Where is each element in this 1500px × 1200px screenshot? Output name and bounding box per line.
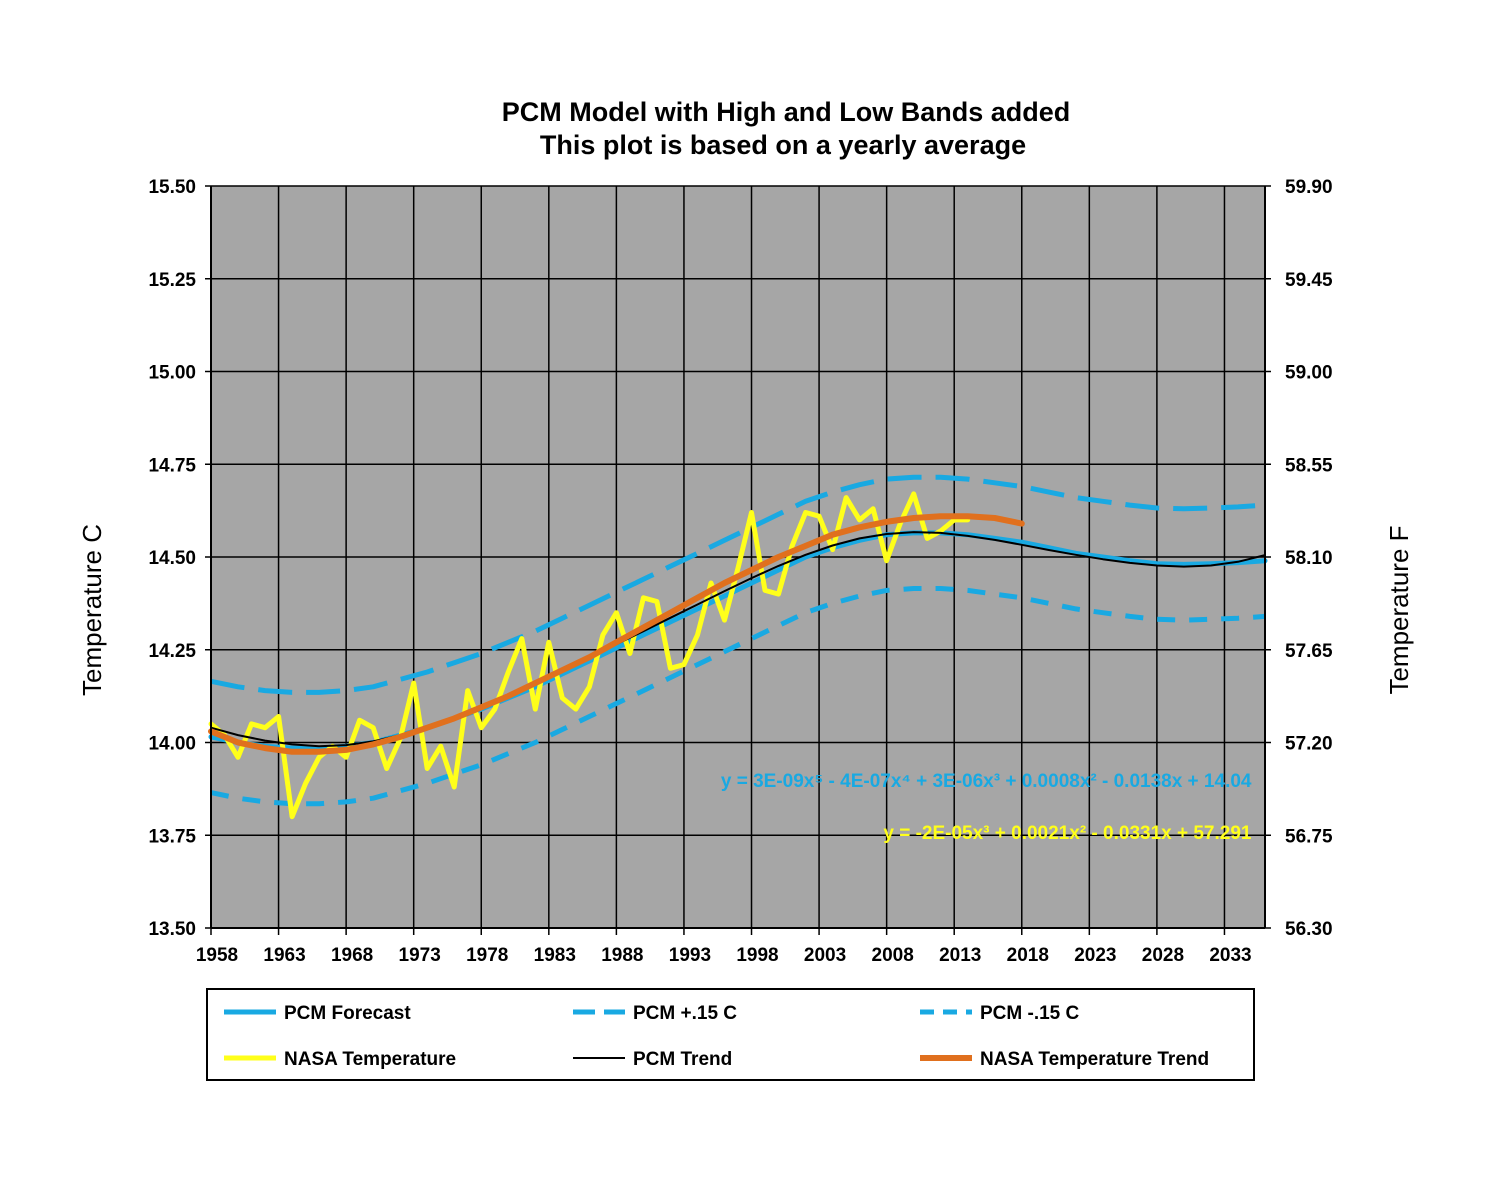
x-tick-label: 2008 bbox=[872, 945, 914, 966]
legend: PCM Forecast PCM +.15 C PCM -.15 C NASA Tem… bbox=[224, 1003, 1209, 1070]
legend-label: NASA Temperature Trend bbox=[980, 1049, 1209, 1070]
y-tick-label-right: 59.45 bbox=[1285, 270, 1333, 291]
x-tick-label: 1963 bbox=[263, 945, 305, 966]
series-line-pcm-15-c bbox=[210, 586, 1266, 807]
y-tick-label-left: 13.50 bbox=[148, 919, 196, 940]
y-tick-label-left: 15.25 bbox=[148, 270, 196, 291]
x-tick-label: 1973 bbox=[399, 945, 441, 966]
x-tick-label: 2003 bbox=[804, 945, 846, 966]
y-tick-label-right: 56.75 bbox=[1285, 826, 1333, 847]
legend-label: PCM -.15 C bbox=[980, 1003, 1080, 1024]
series-line-nasa-temperature-trend bbox=[208, 513, 1025, 755]
series-group bbox=[208, 474, 1268, 820]
axes: 13.50 56.30 13.75 56.75 14.00 57.20 14.25 57.65… bbox=[148, 177, 1333, 966]
legend-label: PCM +.15 C bbox=[633, 1003, 737, 1024]
y-tick-label-left: 14.75 bbox=[148, 455, 196, 476]
x-tick-label: 2023 bbox=[1074, 945, 1116, 966]
x-tick-label: 1988 bbox=[601, 945, 643, 966]
legend-label: PCM Forecast bbox=[284, 1003, 411, 1024]
y-tick-label-right: 56.30 bbox=[1285, 919, 1333, 940]
y-tick-label-right: 59.90 bbox=[1285, 177, 1333, 198]
equation-nasa: y = -2E-05x³ + 0.0021x² - 0.0331x + 57.2… bbox=[883, 823, 1252, 844]
y-tick-label-left: 13.75 bbox=[148, 826, 196, 847]
y-tick-label-right: 57.65 bbox=[1285, 641, 1333, 662]
x-tick-label: 1998 bbox=[736, 945, 778, 966]
y-tick-label-left: 15.50 bbox=[148, 177, 196, 198]
x-tick-label: 2028 bbox=[1142, 945, 1184, 966]
y-axis-title-left: Temperature C bbox=[77, 524, 107, 696]
y-tick-label-right: 58.55 bbox=[1285, 455, 1333, 476]
x-tick-label: 1993 bbox=[669, 945, 711, 966]
y-tick-label-left: 14.00 bbox=[148, 734, 196, 755]
legend-label: PCM Trend bbox=[633, 1049, 732, 1070]
y-tick-label-right: 57.20 bbox=[1285, 734, 1333, 755]
y-tick-label-left: 15.00 bbox=[148, 363, 196, 384]
legend-box bbox=[206, 988, 1255, 1081]
y-axis-title-right: Temperature F bbox=[1384, 525, 1414, 694]
chart-title-line-2: This plot is based on a yearly average bbox=[540, 130, 1026, 160]
y-tick-label-left: 14.25 bbox=[148, 641, 196, 662]
y-tick-label-right: 58.10 bbox=[1285, 548, 1333, 569]
y-tick-label-left: 14.50 bbox=[148, 548, 196, 569]
x-tick-label: 2018 bbox=[1007, 945, 1049, 966]
x-tick-label: 2013 bbox=[939, 945, 981, 966]
chart-title-line-1: PCM Model with High and Low Bands added bbox=[502, 97, 1071, 127]
series-line-pcm-15-c bbox=[210, 474, 1266, 695]
x-tick-label: 1958 bbox=[196, 945, 238, 966]
x-tick-label: 1983 bbox=[534, 945, 576, 966]
legend-label: NASA Temperature bbox=[284, 1049, 456, 1070]
x-tick-label: 1968 bbox=[331, 945, 373, 966]
equation-pcm: y = 3E-09x⁵ - 4E-07x⁴ + 3E-06x³ + 0.0008… bbox=[721, 771, 1252, 792]
x-tick-label: 2033 bbox=[1209, 945, 1251, 966]
y-tick-label-right: 59.00 bbox=[1285, 363, 1333, 384]
x-tick-label: 1978 bbox=[466, 945, 508, 966]
